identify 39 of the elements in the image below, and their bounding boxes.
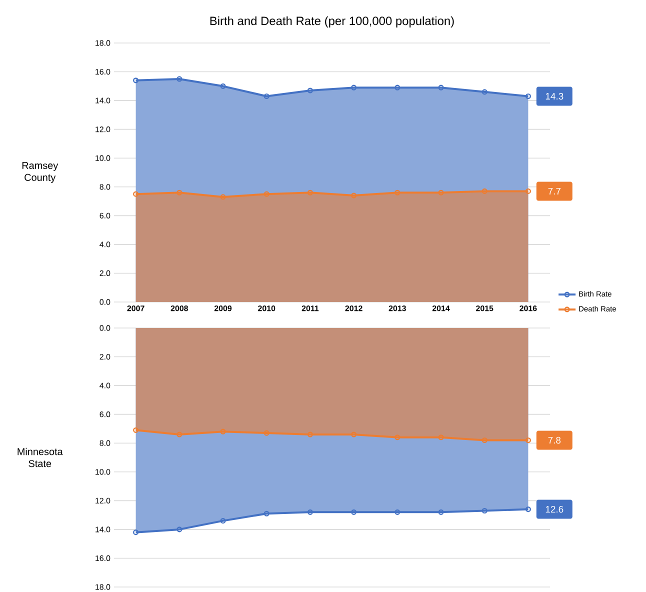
point	[482, 508, 488, 514]
point	[176, 190, 182, 196]
point	[351, 192, 357, 198]
point	[394, 509, 400, 515]
point	[351, 509, 357, 515]
point	[482, 437, 488, 444]
point	[482, 89, 488, 95]
point	[482, 188, 488, 194]
point	[220, 83, 226, 89]
point	[351, 432, 357, 438]
point	[438, 190, 444, 196]
point	[351, 84, 357, 90]
point	[264, 93, 270, 100]
point	[176, 526, 182, 532]
y-axis-title: Minnesota State	[18, 448, 63, 468]
point	[220, 194, 226, 200]
point	[307, 88, 313, 94]
point	[176, 76, 182, 82]
point	[394, 84, 400, 90]
data-label: 12.6	[546, 506, 564, 513]
point	[438, 84, 444, 90]
point	[264, 191, 270, 197]
point	[438, 509, 444, 515]
data-label: 7.8	[548, 436, 561, 444]
point	[307, 509, 313, 515]
point	[307, 432, 313, 438]
data-label: 7.7	[548, 188, 561, 194]
point	[438, 434, 444, 440]
point	[307, 190, 313, 196]
point	[264, 430, 270, 436]
point	[394, 434, 400, 440]
data-label: 14.3	[546, 92, 564, 100]
point	[176, 432, 182, 438]
point	[264, 510, 270, 516]
chart-title: Birth and Death Rate (per 100,000 population)	[210, 16, 454, 28]
point	[220, 428, 226, 434]
point	[220, 518, 226, 524]
y-axis-title: Ramsey County	[22, 162, 58, 183]
point	[394, 190, 400, 196]
